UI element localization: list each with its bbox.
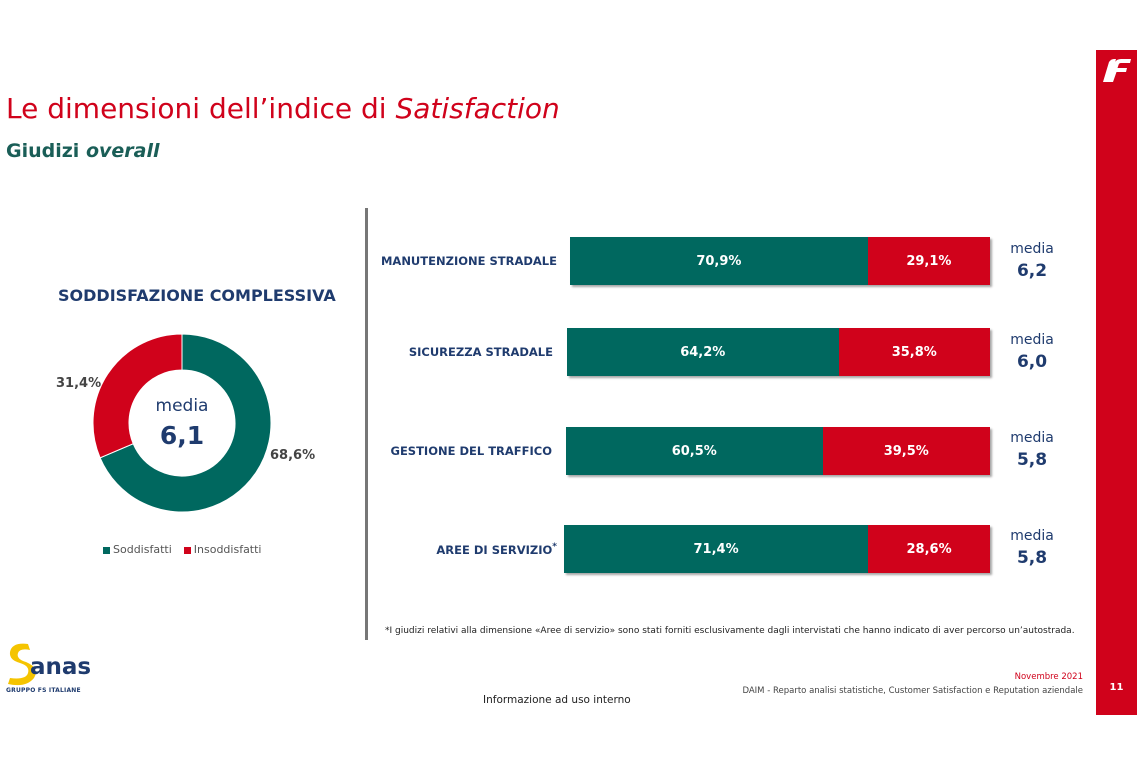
stacked-bar: 60,5% 39,5% [566,427,990,475]
stacked-bar: 64,2% 35,8% [567,328,990,376]
bar-row: SICUREZZA STRADALE 64,2% 35,8% media 6,0 [0,328,1100,378]
media-value: 6,2 [1016,261,1048,281]
stacked-bar: 71,4% 28,6% [564,525,990,573]
bar-segment-insoddisfatti: 35,8% [838,328,990,376]
report-date: Novembre 2021 [1014,672,1083,682]
bar-category-label: SICUREZZA STRADALE [408,345,553,359]
footnote: *I giudizi relativi alla dimensione «Are… [385,626,1075,636]
media-value: 5,8 [1016,548,1048,568]
bar-segment-insoddisfatti: 39,5% [822,427,990,475]
bar-category-label: AREE DI SERVIZIO* [436,542,557,557]
media-label: media [1010,528,1054,544]
department: DAIM - Reparto analisi statistiche, Cust… [742,686,1083,696]
bar-segment-soddisfatti: 71,4% [564,525,869,573]
donut-slice-insoddisfatti [92,333,183,459]
page-title: Le dimensioni dell’indice di Satisfactio… [6,92,560,125]
donut-chart [92,333,272,513]
page-subtitle: Giudizi overall [6,140,159,162]
bar-segment-soddisfatti: 60,5% [566,427,823,475]
donut-legend: Soddisfatti Insoddisfatti [103,543,262,556]
donut-label-red: 31,4% [56,376,102,391]
donut-label-green: 68,6% [270,448,316,463]
anas-logo-icon [8,643,36,686]
bar-segment-insoddisfatti: 29,1% [867,237,990,285]
media-label: media [1010,332,1054,348]
media-label: media [1010,430,1054,446]
donut-svg [92,333,272,513]
donut-title: SODDISFAZIONE COMPLESSIVA [58,286,336,305]
brand-sidebar [1096,50,1137,715]
page-subtitle-main: Giudizi [6,140,86,162]
donut-slice-soddisfatti [99,333,272,513]
legend-item-soddisfatti: Soddisfatti [103,543,172,556]
anas-logo-text: anas [30,654,92,680]
legend-label-soddisfatti: Soddisfatti [113,543,172,556]
legend-swatch-green [103,546,110,554]
donut-media-value: 6,1 [159,421,205,450]
bar-segment-insoddisfatti: 28,6% [868,525,990,573]
media-value: 5,8 [1016,450,1048,470]
media-value: 6,0 [1016,352,1048,372]
media-label: media [1010,241,1054,257]
legend-item-insoddisfatti: Insoddisfatti [183,543,262,556]
vertical-divider [365,208,368,640]
bar-row: MANUTENZIONE STRADALE 70,9% 29,1% media … [0,237,1100,287]
stacked-bar: 70,9% 29,1% [570,237,990,285]
fs-logo-icon [1103,59,1131,82]
bar-row: AREE DI SERVIZIO* 71,4% 28,6% media 5,8 [0,525,1100,575]
legend-label-insoddisfatti: Insoddisfatti [193,543,262,556]
bar-category-label: GESTIONE DEL TRAFFICO [390,444,553,458]
footnote-marker: * [552,542,557,552]
bar-category-label: MANUTENZIONE STRADALE [380,254,557,268]
page-title-main: Le dimensioni dell’indice di [6,92,396,125]
bar-row: GESTIONE DEL TRAFFICO 60,5% 39,5% media … [0,427,1100,477]
anas-logo-subtext: GRUPPO FS ITALIANE [6,687,81,694]
page-number: 11 [1109,682,1124,693]
legend-swatch-red [183,546,191,554]
bar-segment-soddisfatti: 70,9% [570,237,868,285]
bar-segment-soddisfatti: 64,2% [567,328,839,376]
page-subtitle-italic: overall [85,140,160,162]
page-title-italic: Satisfaction [395,92,560,125]
donut-media-label: media [155,396,209,416]
internal-note: Informazione ad uso interno [483,694,631,706]
bar-category-text: AREE DI SERVIZIO [436,542,553,557]
